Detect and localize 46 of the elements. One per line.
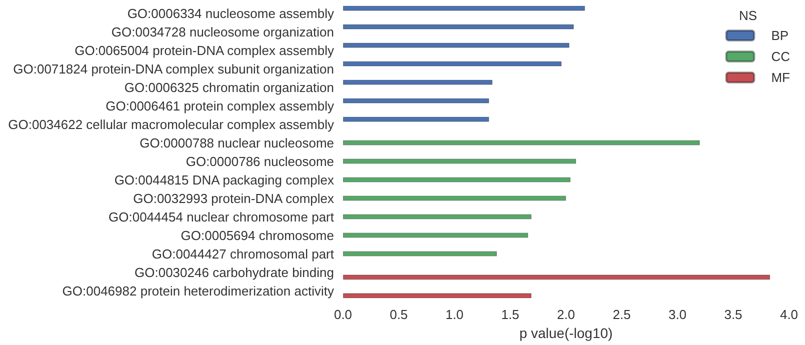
x-tick-label: 1.0: [445, 307, 464, 322]
bar: [343, 232, 528, 238]
y-tick-label: GO:0006461 protein complex assembly: [106, 98, 334, 114]
y-tick-label: GO:0071824 protein-DNA complex subunit organization: [13, 61, 334, 76]
bar: [343, 116, 490, 122]
x-tick-label: 2.0: [556, 307, 576, 322]
bar: [343, 251, 497, 256]
y-tick-label: GO:0032993 protein-DNA complex: [133, 190, 334, 206]
y-tick-label: GO:0044454 nuclear chromosome part: [108, 209, 334, 224]
legend-label: CC: [771, 49, 790, 64]
bar: [343, 140, 700, 146]
y-tick-label: GO:0006325 chromatin organization: [124, 80, 334, 95]
bar: [343, 61, 562, 66]
y-tick-label: GO:0044815 DNA packaging complex: [114, 172, 334, 188]
bar: [343, 293, 532, 298]
x-tick-label: 3.0: [668, 307, 687, 322]
y-tick-label: GO:0030246 carbohydrate binding: [134, 264, 334, 280]
bar: [343, 80, 492, 85]
bar: [343, 274, 770, 280]
y-tick-label: GO:0005694 chromosome: [180, 228, 334, 243]
bar: [343, 214, 532, 220]
y-tick-label: GO:0034728 nucleosome organization: [111, 24, 334, 40]
bar: [343, 6, 585, 11]
legend-title: NS: [738, 8, 758, 23]
x-tick-label: 0.5: [390, 307, 408, 322]
x-tick-label: 1.5: [501, 307, 520, 322]
x-tick-label: 3.5: [724, 307, 742, 322]
x-axis-title: p value(-log10): [519, 325, 613, 341]
x-tick-label: 4.0: [780, 307, 798, 322]
x-tick-label: 2.5: [612, 307, 631, 322]
y-tick-label: GO:0000786 nucleosome: [186, 154, 334, 169]
bar: [343, 24, 574, 30]
x-tick-label: 0.0: [334, 307, 352, 322]
y-tick-label: GO:0065004 protein-DNA complex assembly: [74, 42, 334, 58]
y-tick-label: GO:0034622 cellular macromolecular complex assembly: [8, 116, 334, 132]
y-tick-label: GO:0006334 nucleosome assembly: [127, 6, 334, 21]
bar: [343, 158, 576, 164]
y-tick-label: GO:0044427 chromosomal part: [152, 246, 334, 262]
bar: [343, 177, 570, 182]
bar: [343, 42, 570, 48]
legend-label: BP: [771, 28, 789, 43]
bar: [343, 98, 490, 104]
legend-label: MF: [771, 70, 790, 85]
bar: [343, 196, 566, 201]
y-tick-label: GO:0046982 protein heterodimerization activity: [62, 283, 334, 298]
y-tick-label: GO:0000788 nuclear nucleosome: [140, 135, 334, 150]
